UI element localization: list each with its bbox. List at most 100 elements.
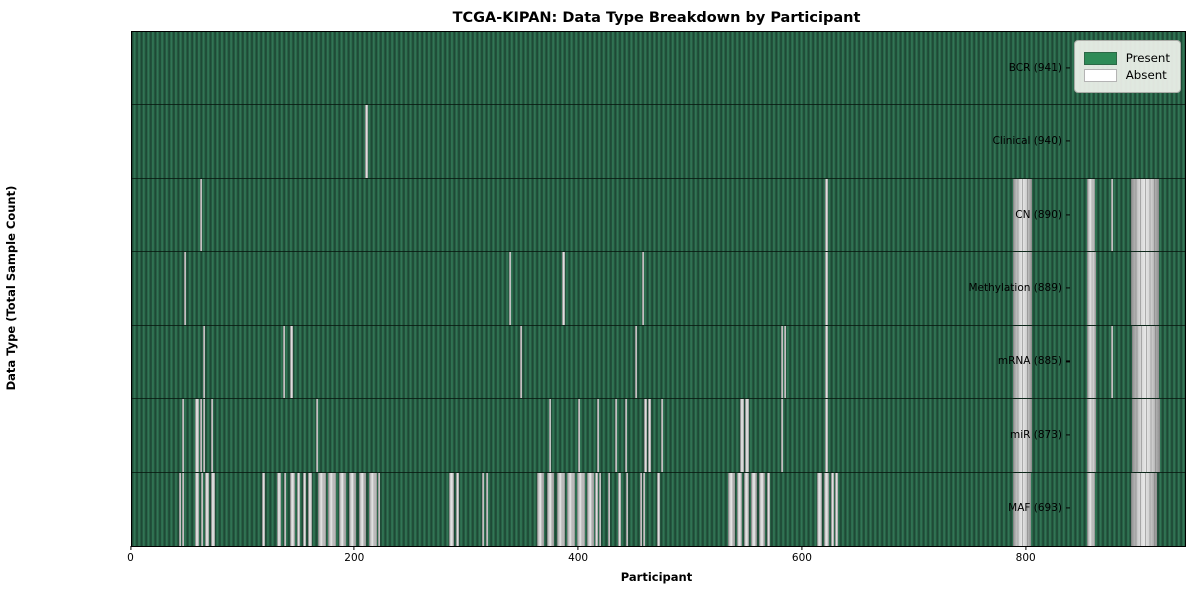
absent-stripe [597,399,600,472]
absent-stripe [210,472,216,546]
y-tick-label: mRNA (885) [997,355,1062,368]
absent-stripe [614,399,618,472]
heatmap-plot-area [130,31,1186,547]
absent-stripe [562,252,565,325]
absent-stripe [825,325,828,399]
absent-stripe [817,472,822,546]
x-tick-label: 600 [791,552,812,564]
absent-stripe [195,399,199,472]
legend-entry-present: Present [1083,51,1170,65]
absent-stripe [1131,399,1160,472]
absent-stripe [328,472,337,546]
absent-stripe [1013,325,1033,399]
absent-stripe [508,252,511,325]
absent-stripe [283,472,286,546]
absent-stripe [181,399,185,472]
absent-stripe [780,325,783,399]
absent-stripe [1087,472,1095,546]
absent-stripe [1013,399,1033,472]
absent-stripe [727,472,735,546]
present-swatch-icon [1083,51,1117,65]
absent-stripe [449,472,454,546]
absent-stripe [1110,178,1113,252]
x-tick-mark [129,546,132,551]
absent-stripe [660,399,664,472]
absent-stripe [825,178,828,252]
absent-stripe [368,472,377,546]
heatmap-row-cn [131,178,1185,253]
y-tick-mark [1065,140,1070,142]
absent-stripe [1013,472,1032,546]
absent-stripe [536,472,545,546]
legend-entry-absent: Absent [1083,68,1170,82]
absent-stripe [1130,178,1159,252]
absent-stripe [1087,252,1097,325]
x-tick-label: 0 [127,552,134,564]
absent-stripe [783,325,787,399]
absent-stripe [780,399,783,472]
absent-stripe [825,252,828,325]
absent-stripe [205,472,209,546]
absent-stripe [644,399,648,472]
absent-stripe [639,472,642,546]
absent-stripe [759,472,765,546]
absent-stripe [626,472,629,546]
x-tick-mark [577,546,579,551]
absent-stripe [556,472,565,546]
absent-stripe [519,325,523,399]
absent-stripe [358,472,367,546]
absent-stripe [316,399,319,472]
y-tick-label: BCR (941) [1008,61,1062,74]
legend-label-present: Present [1125,51,1170,65]
absent-stripe [290,325,293,399]
heatmap-row-mir [131,399,1185,473]
absent-stripe [276,472,282,546]
absent-stripe [642,472,646,546]
x-tick-mark [801,546,803,551]
x-tick-label: 800 [1015,552,1036,564]
y-tick-label: MAF (693) [1008,502,1062,515]
absent-stripe [210,399,214,472]
y-tick-mark [1065,507,1070,509]
absent-stripe [1013,178,1033,252]
absent-stripe [835,472,838,546]
absent-stripe [1087,178,1095,252]
absent-stripe [641,252,644,325]
absent-stripe [1130,472,1157,546]
heatmap-row-bcr [131,32,1185,106]
absent-stripe [203,325,206,399]
absent-stripe [618,472,621,546]
absent-stripe [184,252,187,325]
absent-stripe [743,472,750,546]
absent-stripe [576,472,585,546]
absent-stripe [308,472,312,546]
x-tick-label: 400 [568,552,589,564]
absent-stripe [456,472,460,546]
absent-stripe [830,472,835,546]
absent-stripe [577,399,581,472]
absent-stripe [1110,325,1113,399]
absent-stripe [377,472,380,546]
absent-stripe [1087,325,1097,399]
absent-stripe [825,399,828,472]
absent-stripe [365,105,368,178]
absent-stripe [195,472,199,546]
absent-stripe [736,472,743,546]
absent-stripe [546,472,555,546]
y-tick-mark [1065,67,1070,69]
absent-stripe [824,472,829,546]
y-tick-mark [1065,360,1070,363]
absent-swatch-icon [1083,68,1117,82]
absent-stripe [648,399,651,472]
absent-stripe [751,472,758,546]
heatmap-row-mrna [131,325,1185,400]
legend: Present Absent [1073,40,1181,93]
chart-title: TCGA-KIPAN: Data Type Breakdown by Parti… [452,10,861,26]
legend-label-absent: Absent [1125,68,1167,82]
absent-stripe [586,472,594,546]
absent-stripe [624,399,628,472]
absent-stripe [199,399,202,472]
absent-stripe [338,472,347,546]
y-tick-label: Clinical (940) [992,135,1062,148]
